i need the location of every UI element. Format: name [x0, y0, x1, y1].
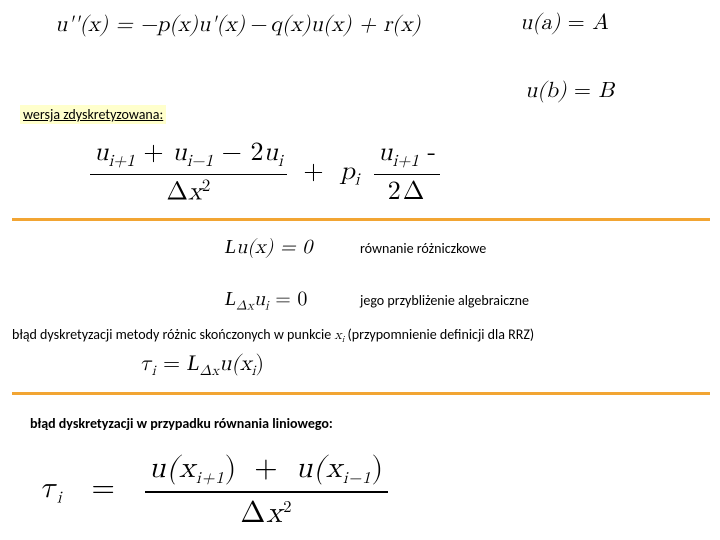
divider-1: [12, 218, 710, 221]
discretized-label: wersja zdyskretyzowana:: [20, 106, 166, 123]
frac-lhs: ui+1 + ui−1 − 2ui Δx2: [90, 138, 287, 208]
algebraic-label: jego przybliżenie algebraiczne: [360, 292, 529, 309]
eq-lhs: u''(x) =: [55, 14, 140, 36]
operator-eq: Lu(x) = 0: [225, 235, 312, 259]
diff-eq-label: równanie różniczkowe: [360, 240, 486, 257]
tau-linear-equation: τi = u(xi+1) + u(xi−1) Δx2: [40, 450, 388, 531]
trunc-error-text: błąd dyskretyzacji metody różnic skończo…: [12, 326, 534, 345]
divider-2: [12, 392, 710, 395]
ode-equation: u''(x) = −p(x)u'(x)−q(x)u(x) + r(x): [55, 12, 421, 38]
discretized-equation: ui+1 + ui−1 − 2ui Δx2 + pi ui+1 - 2Δ: [90, 138, 440, 208]
discrete-operator-eq: LΔxui = 0: [225, 287, 307, 315]
bc-b: u(b) = B: [525, 78, 614, 104]
frac-rhs: ui+1 - 2Δ: [374, 138, 440, 208]
tau-definition: τi = LΔxu(xi): [140, 350, 264, 380]
tau-linear-frac: u(xi+1) + u(xi−1) Δx2: [145, 450, 388, 531]
bc-a: u(a) = A: [520, 10, 609, 36]
linear-case-label: błąd dyskretyzacji w przypadku równania …: [30, 415, 333, 432]
